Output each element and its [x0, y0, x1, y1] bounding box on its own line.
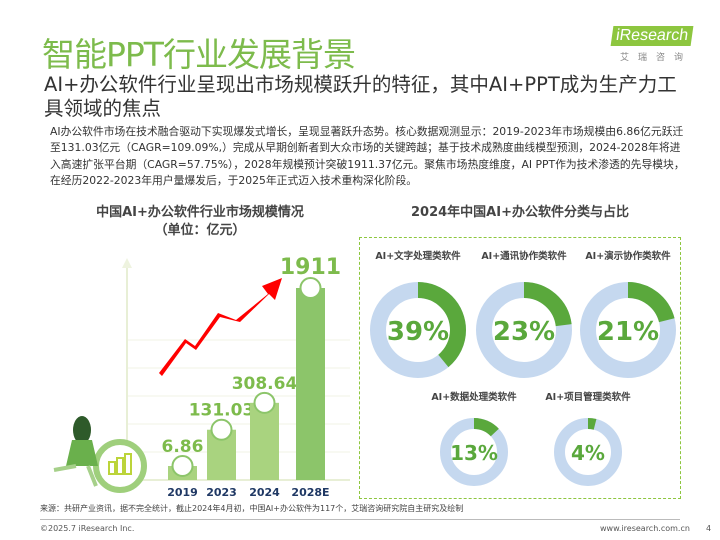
summary-paragraph: AI办公软件市场在技术融合驱动下实现爆发式增长，呈现显著跃升态势。核心数据观测显…	[50, 125, 685, 188]
donut-percent: 21%	[597, 317, 659, 347]
x-tick-label: 2019	[167, 486, 198, 499]
donut-label: AI+文字处理类软件	[375, 250, 461, 262]
bar-chart-title-text: 中国AI+办公软件行业市场规模情况	[96, 205, 304, 220]
donut-label: AI+数据处理类软件	[431, 391, 517, 403]
bar-value-label: 308.64	[232, 374, 298, 394]
coin-bar-icon	[124, 453, 132, 475]
donut-arc-5	[554, 418, 622, 486]
growth-arrow-icon	[159, 278, 282, 376]
coin-bar-icon	[116, 457, 124, 475]
donut-section-title: 2024年中国AI+办公软件分类与占比	[411, 205, 629, 220]
person-hair-icon	[73, 416, 91, 444]
coin-icon	[93, 439, 147, 493]
bar-value-label: 131.03	[189, 401, 255, 421]
website-link[interactable]: www.iresearch.com.cn	[600, 524, 690, 533]
donut-arc-3	[580, 282, 676, 378]
x-tick-label: 2023	[206, 486, 237, 499]
donut-label: AI+通讯协作类软件	[481, 250, 567, 262]
bar-2024	[250, 402, 279, 480]
bar-value-label: 6.86	[162, 437, 204, 457]
donut-percent: 13%	[450, 441, 498, 465]
donut-arc-1	[370, 282, 466, 378]
page-title: 智能PPT行业发展背景	[42, 35, 356, 74]
bar-chart-unit: （单位：亿元）	[154, 223, 246, 238]
bar-badge-icon	[171, 455, 194, 477]
bar-chart-title: 中国AI+办公软件行业市场规模情况 （单位：亿元）	[60, 204, 340, 240]
bar-badge-icon	[210, 418, 233, 441]
bar-value-label: 1911	[280, 255, 341, 280]
x-tick-label: 2024	[249, 486, 280, 499]
logo-sub: 艾瑞咨询	[619, 53, 692, 63]
bar-badge-icon	[253, 391, 276, 414]
bar-2028E	[296, 288, 325, 480]
footer-divider	[40, 519, 680, 520]
copyright: ©2025.7 iResearch Inc.	[40, 524, 135, 533]
donut-label: AI+项目管理类软件	[545, 391, 631, 403]
page-subtitle: AI+办公软件行业呈现出市场规模跃升的特征，其中AI+PPT成为生产力工具领域的…	[44, 73, 677, 120]
donut-arc-2	[476, 282, 572, 378]
source-note: 来源：共研产业资讯，据不完全统计，截止2024年4月初，中国AI+办公软件为11…	[40, 504, 464, 513]
x-tick-label: 2028E	[291, 486, 329, 499]
page-number: 4	[706, 524, 712, 533]
donut-percent: 4%	[571, 441, 605, 465]
donut-arc-4	[440, 418, 508, 486]
person-leg-icon	[86, 465, 98, 487]
y-axis-arrow	[122, 258, 132, 268]
donut-label: AI+演示协作类软件	[585, 250, 671, 262]
person-leg-icon	[53, 464, 77, 472]
donut-panel	[359, 237, 681, 499]
person-body-icon	[66, 440, 98, 466]
coin-bar-icon	[108, 461, 116, 475]
donut-percent: 23%	[493, 317, 555, 347]
donut-percent: 39%	[387, 317, 449, 347]
iresearch-logo: iResearch 艾瑞咨询	[610, 26, 694, 66]
bar-badge-icon	[299, 277, 322, 299]
